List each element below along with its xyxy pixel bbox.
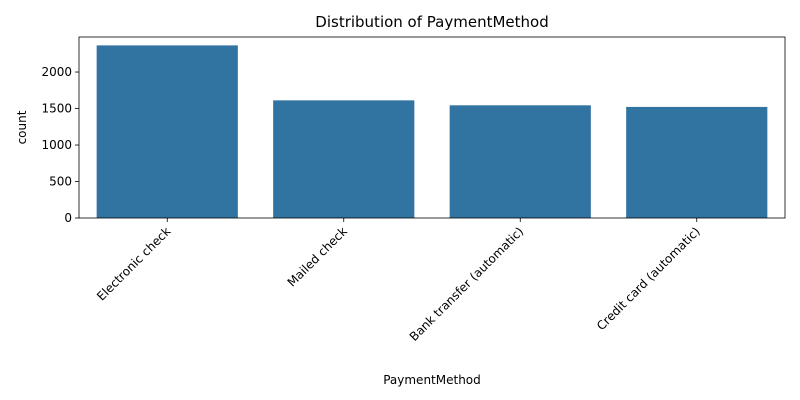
y-tick-label-3: 1500 — [41, 102, 72, 116]
bar-3 — [626, 106, 768, 218]
x-axis-label: PaymentMethod — [383, 373, 481, 387]
x-tick-label-1: Mailed check — [285, 224, 350, 289]
y-axis-label: count — [15, 110, 29, 144]
y-tick-label-1: 500 — [49, 175, 72, 189]
x-axis: Electronic check Mailed check Bank transfe… — [94, 218, 703, 344]
y-tick-label-0: 0 — [64, 211, 72, 225]
bar-2 — [449, 105, 591, 218]
bars-group — [96, 45, 768, 219]
bar-0 — [96, 45, 238, 219]
y-tick-label-4: 2000 — [41, 65, 72, 79]
x-tick-label-0: Electronic check — [94, 224, 173, 303]
y-axis: 0 500 1000 1500 2000 — [41, 65, 79, 225]
plot-frame — [78, 36, 786, 219]
x-tick-label-3: Credit card (automatic) — [594, 224, 703, 333]
chart-title: Distribution of PaymentMethod — [315, 13, 548, 31]
y-tick-label-2: 1000 — [41, 138, 72, 152]
x-tick-label-2: Bank transfer (automatic) — [407, 224, 527, 344]
bar-1 — [273, 100, 415, 218]
